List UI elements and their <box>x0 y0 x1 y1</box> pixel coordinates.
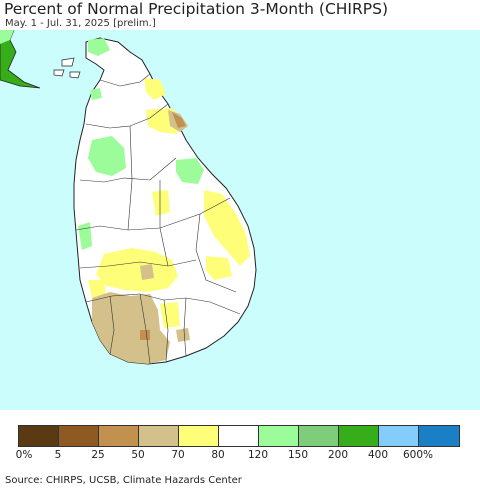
patch-70-80 <box>204 190 250 266</box>
legend-swatch <box>259 426 299 446</box>
legend-tick-label: 400 <box>367 449 389 461</box>
source-credit: Source: CHIRPS, UCSB, Climate Hazards Ce… <box>5 475 242 486</box>
legend-tick-label: 70 <box>171 449 185 461</box>
legend-swatch <box>219 426 259 446</box>
island-shape <box>69 71 81 79</box>
patch-70-80 <box>144 78 166 100</box>
map-subtitle: May. 1 - Jul. 31, 2025 [prelim.] <box>5 18 156 29</box>
legend-swatch <box>179 426 219 446</box>
map-title: Percent of Normal Precipitation 3-Month … <box>4 0 388 18</box>
patch-25-50 <box>140 330 150 340</box>
legend-tick-label: 5 <box>54 449 62 461</box>
island-shape <box>53 69 65 77</box>
legend-swatch <box>99 426 139 446</box>
legend-tick-label: 150 <box>287 449 309 461</box>
patch-70-80 <box>152 190 170 216</box>
island-shape <box>61 57 75 67</box>
legend-swatch <box>379 426 419 446</box>
legend-swatch <box>139 426 179 446</box>
patch-25-50 <box>172 112 186 128</box>
legend-tick-label: 25 <box>91 449 105 461</box>
patch-120-150 <box>90 88 102 100</box>
india-landmass-upper <box>0 30 14 44</box>
legend-tick-label: 600% <box>402 449 434 461</box>
district-boundaries <box>75 73 241 365</box>
patch-70-80 <box>96 248 178 292</box>
patch-120-150 <box>176 158 204 184</box>
legend-tick-label: 80 <box>211 449 225 461</box>
legend-tick-label: 120 <box>247 449 269 461</box>
legend-color-bar <box>18 425 460 447</box>
legend-swatch <box>19 426 59 446</box>
legend-swatch <box>339 426 379 446</box>
precipitation-map <box>0 30 480 410</box>
patch-50-70 <box>140 264 154 280</box>
legend-tick-label: 50 <box>131 449 145 461</box>
patch-50-70 <box>176 328 190 342</box>
legend-swatch <box>419 426 459 446</box>
legend-swatch <box>299 426 339 446</box>
patch-70-80 <box>88 280 106 298</box>
legend-tick-label: 0% <box>15 449 33 461</box>
patch-120-150 <box>88 136 126 176</box>
legend-swatch <box>59 426 99 446</box>
legend-tick-label: 200 <box>327 449 349 461</box>
patch-120-150 <box>88 38 110 56</box>
patch-70-80 <box>206 256 232 280</box>
